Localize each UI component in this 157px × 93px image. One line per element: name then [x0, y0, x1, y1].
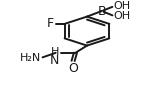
Text: B: B — [97, 5, 106, 18]
Text: H: H — [51, 47, 59, 57]
Text: H₂N: H₂N — [20, 53, 41, 63]
Text: O: O — [68, 62, 78, 75]
Text: OH: OH — [113, 11, 130, 21]
Text: OH: OH — [113, 1, 130, 11]
Text: F: F — [47, 17, 54, 30]
Text: N: N — [50, 54, 59, 67]
